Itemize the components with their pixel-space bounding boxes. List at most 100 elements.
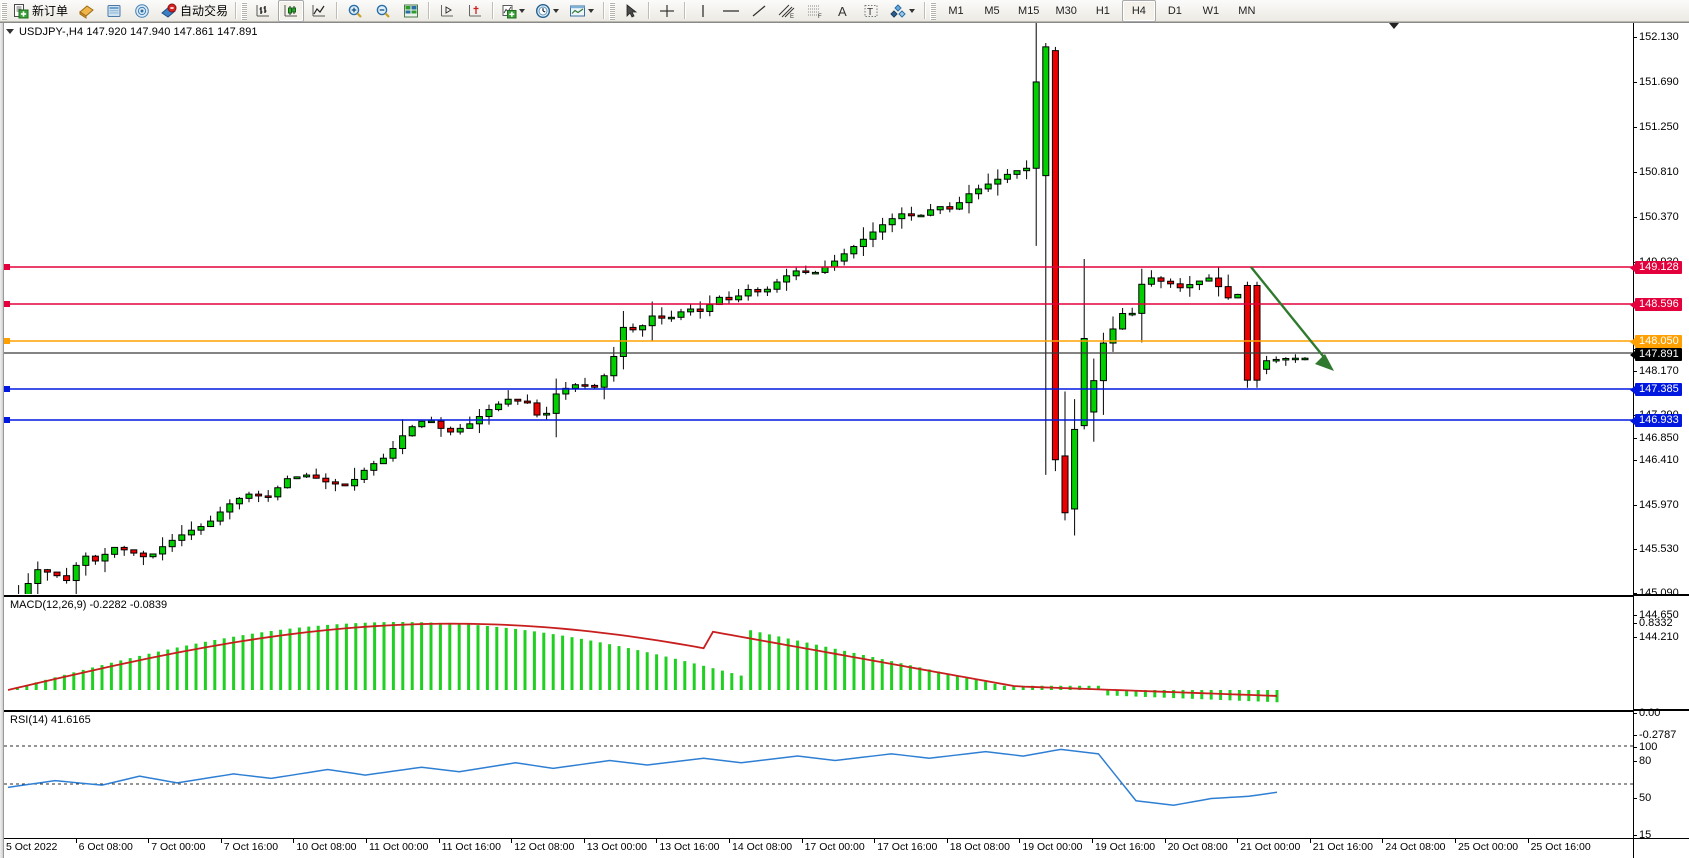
candle: [1013, 170, 1021, 175]
period-caret-icon[interactable]: [553, 9, 560, 13]
macd-pane[interactable]: MACD(12,26,9) -0.2282 -0.0839: [4, 595, 1633, 708]
bar-chart-icon: [255, 3, 271, 19]
timeframe-w1[interactable]: W1: [1202, 4, 1220, 17]
candle: [1090, 380, 1098, 413]
bar-chart-button[interactable]: [250, 0, 276, 22]
price-level-chip[interactable]: 147.385: [1630, 383, 1682, 396]
candle: [687, 308, 695, 313]
candle: [485, 409, 493, 418]
indicators-caret-icon[interactable]: [519, 9, 526, 13]
candle: [447, 427, 455, 433]
candle: [533, 402, 541, 416]
toolbar-grip-2[interactable]: [241, 1, 248, 20]
chart-collapse-triangle-icon[interactable]: [1389, 23, 1399, 29]
expert-advisor-button[interactable]: [73, 0, 99, 22]
zoom-out-button[interactable]: [370, 0, 396, 22]
timeframe-m5[interactable]: M5: [984, 4, 1000, 17]
new-order-label: 新订单: [32, 4, 69, 18]
market-watch-button[interactable]: [398, 0, 424, 22]
new-order-icon: [13, 3, 29, 19]
candle: [879, 224, 887, 233]
time-tick-mark: [1237, 839, 1239, 843]
navigator-button[interactable]: [129, 0, 155, 22]
indicators-button[interactable]: [498, 0, 530, 22]
cursor-button[interactable]: [618, 0, 644, 22]
price-level-chip[interactable]: 146.933: [1630, 414, 1682, 427]
new-order-button[interactable]: 新订单: [10, 0, 71, 22]
timeframe-m30[interactable]: M30: [1055, 4, 1077, 17]
auto-scroll-button[interactable]: [434, 0, 460, 22]
rsi-pane[interactable]: RSI(14) 41.6165: [4, 710, 1633, 837]
objects-caret-icon[interactable]: [909, 9, 916, 13]
chart-shift-button[interactable]: [462, 0, 488, 22]
crosshair-button[interactable]: [654, 0, 680, 22]
candle: [1119, 313, 1127, 330]
toolbar-separator-7: [684, 2, 687, 19]
candle: [168, 539, 176, 548]
candle: [677, 311, 685, 318]
price-pane[interactable]: [4, 23, 1633, 594]
toolbar-grip[interactable]: [1, 1, 7, 20]
text-label-button[interactable]: T: [858, 0, 884, 22]
candle: [783, 275, 791, 283]
price-scale[interactable]: 152.130151.690151.250150.810150.370149.9…: [1630, 23, 1689, 858]
trend-arrow-annotation: [1250, 266, 1334, 371]
chart-menu-caret-icon[interactable]: [6, 29, 14, 34]
time-scale[interactable]: 5 Oct 2022 6 Oct 08:00 7 Oct 00:00 7 Oct 16…: [0, 838, 1689, 858]
horizontal-line-button[interactable]: [718, 0, 744, 22]
candle: [840, 253, 848, 262]
candle: [658, 315, 666, 319]
candle: [43, 569, 51, 573]
candle: [936, 206, 944, 211]
candle: [552, 393, 560, 414]
expert-advisor-icon: [78, 3, 95, 19]
candle: [975, 188, 983, 195]
time-tick-mark: [148, 839, 150, 843]
candle: [667, 316, 675, 320]
period-button[interactable]: [532, 0, 564, 22]
time-tick-label: 10 Oct 08:00: [296, 841, 357, 853]
timeframe-h4[interactable]: H4: [1121, 0, 1156, 22]
data-window-button[interactable]: [101, 0, 127, 22]
objects-button[interactable]: [886, 0, 920, 22]
candle: [773, 281, 781, 290]
equidistant-channel-button[interactable]: E: [774, 0, 800, 22]
timeframe-h1[interactable]: H1: [1095, 4, 1110, 17]
svg-text:F: F: [818, 14, 822, 19]
price-level-chip[interactable]: 148.596: [1630, 298, 1682, 311]
rsi-scale-tick: 50: [1634, 792, 1651, 804]
candle: [370, 463, 378, 471]
candle: [82, 555, 90, 566]
text-button[interactable]: A: [830, 0, 856, 22]
candle: [274, 487, 282, 498]
templates-caret-icon[interactable]: [588, 9, 595, 13]
vertical-line-button[interactable]: [690, 0, 716, 22]
zoom-in-button[interactable]: [342, 0, 368, 22]
price-level-chip[interactable]: 149.128: [1630, 261, 1682, 274]
trendline-button[interactable]: [746, 0, 772, 22]
candlestick-chart-button[interactable]: [278, 0, 305, 22]
candle: [1003, 173, 1011, 180]
templates-button[interactable]: [566, 0, 599, 22]
line-chart-button[interactable]: [306, 0, 332, 22]
timeframe-m15[interactable]: M15: [1018, 4, 1040, 17]
price-tick: 152.130: [1634, 31, 1679, 43]
timeframe-m1[interactable]: M1: [948, 4, 964, 17]
chart-window[interactable]: USDJPY-,H4 147.920 147.940 147.861 147.8…: [0, 22, 1689, 858]
time-tick-mark: [511, 839, 513, 843]
timeframe-mn[interactable]: MN: [1238, 4, 1256, 17]
toolbar-grip-3[interactable]: [609, 1, 616, 20]
price-level-chip[interactable]: 148.050: [1630, 335, 1682, 348]
candle: [1253, 284, 1261, 381]
toolbar-grip-4[interactable]: [930, 1, 937, 20]
time-tick-mark: [1309, 839, 1311, 843]
price-tick: 145.970: [1634, 499, 1679, 511]
timeframe-d1[interactable]: D1: [1167, 4, 1182, 17]
candle: [245, 493, 253, 499]
price-level-chip[interactable]: 147.891: [1630, 348, 1682, 361]
fibonacci-button[interactable]: F: [802, 0, 828, 22]
autotrading-button[interactable]: 自动交易: [157, 0, 231, 22]
candle: [1272, 358, 1280, 362]
crosshair-icon: [658, 3, 676, 19]
svg-text:A: A: [838, 4, 847, 19]
